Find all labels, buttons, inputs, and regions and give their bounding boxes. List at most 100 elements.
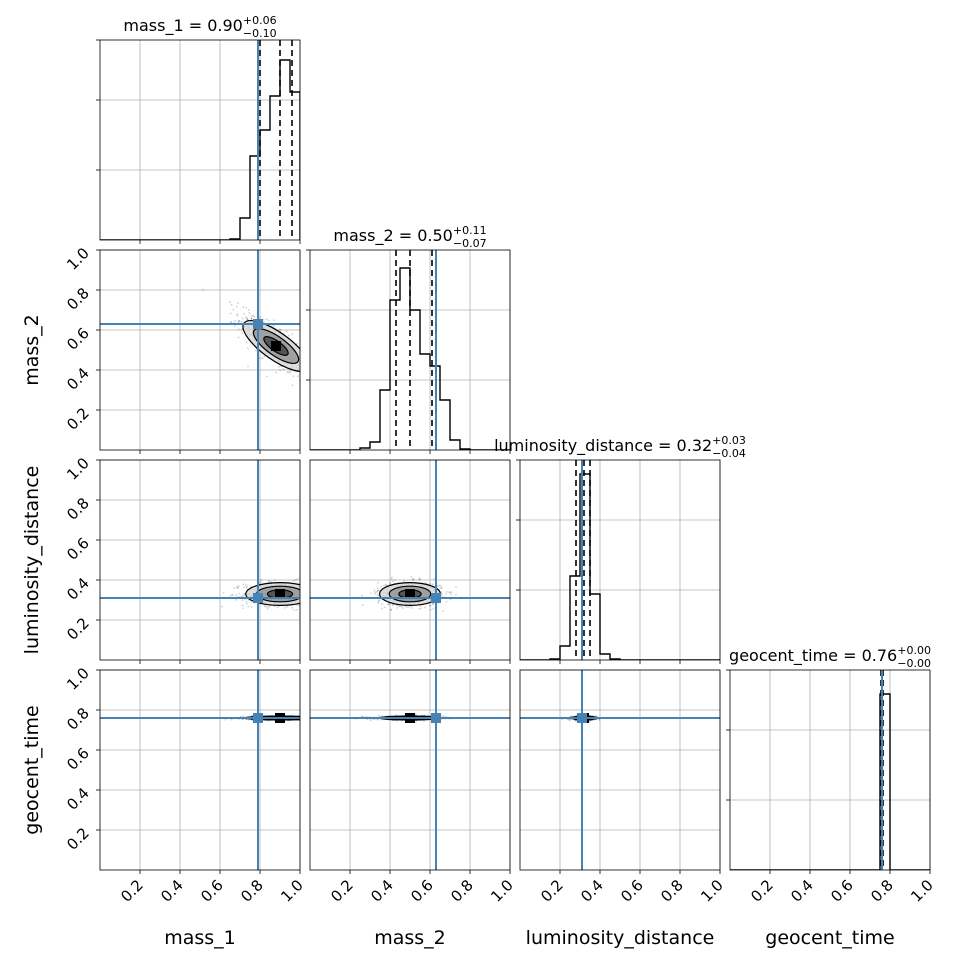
sample-point [263, 355, 266, 358]
title-plus: +0.06 [243, 14, 277, 27]
sample-point [236, 586, 239, 589]
sample-point [318, 378, 320, 380]
sample-point [440, 592, 443, 595]
y-axis-label-luminosity_distance: luminosity_distance [21, 466, 43, 655]
sample-point [229, 312, 232, 315]
sample-point [303, 592, 305, 594]
sample-point [237, 320, 240, 323]
x-tick-label: 0.2 [327, 876, 357, 906]
hist-outline [100, 59, 300, 240]
panel-frame [99, 39, 301, 241]
title-value: 0.90 [207, 16, 243, 35]
panel-frame [99, 249, 301, 451]
sample-point [302, 589, 304, 591]
hist-bar [260, 130, 270, 240]
sample-point [429, 604, 432, 607]
sample-point [376, 581, 379, 584]
sample-point [432, 603, 435, 605]
sample-point [314, 589, 316, 591]
sample-point [380, 585, 382, 588]
sample-point [303, 364, 305, 366]
density-peak [275, 589, 285, 599]
sample-point [242, 715, 245, 718]
sample-point [241, 317, 244, 320]
sample-point [319, 593, 321, 595]
sample-point [390, 608, 392, 611]
x-tick-label: 0.8 [237, 876, 267, 906]
sample-point [278, 365, 280, 368]
hist-bar [370, 442, 380, 450]
sample-point [237, 328, 240, 331]
truth-marker [253, 319, 263, 329]
sample-point [290, 369, 293, 372]
x-tick-label: 0.4 [577, 876, 607, 906]
sample-point [300, 592, 302, 594]
sample-point [377, 718, 380, 721]
sample-point [325, 392, 327, 394]
density-peak [405, 589, 415, 599]
sample-point [424, 606, 426, 609]
sample-point [302, 595, 304, 597]
sample-point [301, 351, 303, 353]
hist-bar [440, 400, 450, 450]
sample-point [231, 593, 233, 596]
sample-point [306, 377, 308, 379]
sample-point [306, 718, 308, 720]
sample-point [304, 354, 306, 356]
y-tick-label: 0.8 [63, 704, 93, 734]
sample-point [300, 361, 302, 363]
sample-point [439, 587, 442, 590]
sample-point [301, 595, 303, 597]
sample-point [420, 607, 422, 610]
title-minus: −0.04 [712, 447, 746, 460]
gridlines [310, 669, 511, 870]
sample-point [304, 715, 306, 717]
sample-point [260, 356, 263, 359]
sample-point [233, 325, 236, 327]
y-tick-label: 0.2 [63, 614, 93, 644]
sample-point [403, 579, 405, 582]
sample-point [304, 354, 306, 356]
sample-point [303, 596, 305, 598]
sample-point [296, 342, 298, 345]
sample-point [301, 593, 303, 595]
sample-point [442, 715, 445, 717]
y-tick-label: 0.4 [63, 574, 93, 604]
sample-point [235, 586, 238, 589]
sample-point [263, 321, 265, 323]
x-axis-label-mass_2: mass_2 [374, 927, 446, 949]
sample-point [237, 302, 240, 305]
sample-point [234, 319, 237, 322]
sample-point [234, 598, 237, 601]
sample-point [320, 594, 322, 596]
truth-marker [577, 713, 587, 723]
hist-outline [730, 693, 930, 870]
sample-point [317, 373, 319, 375]
sample-point [232, 308, 235, 311]
sample-point [243, 586, 245, 589]
y-tick-label: 0.6 [63, 324, 93, 354]
y-tick-label: 0.2 [63, 824, 93, 854]
sample-point [300, 593, 302, 595]
sample-point [405, 606, 408, 608]
sample-point [301, 349, 303, 351]
sample-point [286, 605, 289, 608]
sample-point [319, 591, 321, 593]
sample-point [328, 384, 330, 386]
sample-point [236, 587, 239, 590]
density-mass_2-mass_1 [100, 250, 330, 450]
histogram-mass_1 [100, 40, 300, 240]
sample-point [238, 319, 241, 322]
sample-point [374, 591, 376, 593]
title-value: 0.50 [417, 226, 453, 245]
sample-point [305, 717, 307, 719]
sample-point [302, 351, 304, 353]
title-geocent_time: geocent_time = 0.76+0.00 −0.00 [729, 644, 931, 670]
sample-point [301, 373, 303, 375]
sample-point [300, 718, 302, 720]
sample-point [267, 319, 270, 322]
panel-frame [519, 459, 721, 661]
sample-point [305, 359, 307, 361]
sample-point [288, 371, 291, 374]
sample-point [305, 593, 307, 595]
